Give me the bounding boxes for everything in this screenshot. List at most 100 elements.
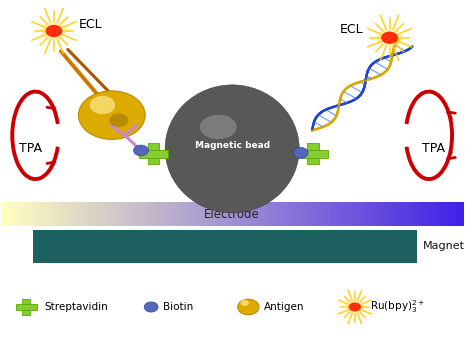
Circle shape bbox=[134, 145, 148, 156]
Bar bbox=[120, 202, 124, 226]
Bar bbox=[213, 202, 217, 226]
Text: Electrode: Electrode bbox=[204, 208, 260, 221]
Circle shape bbox=[79, 91, 145, 139]
Text: Antigen: Antigen bbox=[264, 302, 304, 312]
Bar bbox=[9, 202, 12, 226]
Bar bbox=[39, 202, 43, 226]
Bar bbox=[166, 202, 171, 226]
Bar bbox=[198, 202, 201, 226]
Bar bbox=[308, 143, 319, 164]
Bar bbox=[371, 202, 375, 226]
Bar bbox=[251, 202, 255, 226]
Bar bbox=[298, 202, 301, 226]
Bar bbox=[43, 202, 47, 226]
Bar bbox=[410, 202, 413, 226]
Bar bbox=[359, 202, 364, 226]
Bar bbox=[286, 202, 290, 226]
Bar bbox=[383, 202, 386, 226]
Text: ECL: ECL bbox=[339, 23, 363, 36]
Bar bbox=[352, 202, 356, 226]
Bar bbox=[63, 202, 66, 226]
Bar bbox=[259, 202, 263, 226]
Bar bbox=[144, 202, 147, 226]
Bar bbox=[294, 202, 298, 226]
Bar bbox=[271, 202, 274, 226]
Bar bbox=[97, 202, 101, 226]
Bar bbox=[90, 202, 93, 226]
Bar bbox=[33, 230, 417, 263]
Bar bbox=[444, 202, 448, 226]
Bar bbox=[36, 202, 39, 226]
Bar bbox=[240, 202, 244, 226]
Bar bbox=[148, 143, 159, 164]
Bar bbox=[16, 304, 36, 310]
Bar bbox=[139, 150, 168, 158]
Bar bbox=[205, 202, 209, 226]
Bar bbox=[236, 202, 240, 226]
Bar bbox=[364, 202, 367, 226]
Bar bbox=[139, 202, 144, 226]
Bar bbox=[367, 202, 371, 226]
Bar bbox=[348, 202, 352, 226]
Bar bbox=[27, 202, 32, 226]
Text: Streptavidin: Streptavidin bbox=[45, 302, 109, 312]
Bar bbox=[171, 202, 174, 226]
Bar bbox=[299, 150, 328, 158]
Bar bbox=[394, 202, 398, 226]
Ellipse shape bbox=[165, 85, 299, 213]
Text: Magnetic bead: Magnetic bead bbox=[195, 141, 270, 150]
Bar bbox=[16, 202, 20, 226]
Bar bbox=[244, 202, 247, 226]
Bar bbox=[232, 202, 236, 226]
Bar bbox=[182, 202, 186, 226]
Bar bbox=[105, 202, 109, 226]
Bar bbox=[337, 202, 340, 226]
Bar bbox=[278, 202, 283, 226]
Bar bbox=[155, 202, 159, 226]
Bar bbox=[163, 202, 166, 226]
Bar bbox=[209, 202, 213, 226]
Bar bbox=[55, 202, 59, 226]
Circle shape bbox=[377, 28, 402, 47]
Bar bbox=[310, 202, 313, 226]
Bar bbox=[93, 202, 97, 226]
Circle shape bbox=[293, 147, 308, 158]
Bar bbox=[317, 202, 321, 226]
Bar bbox=[413, 202, 417, 226]
Circle shape bbox=[144, 302, 158, 312]
Bar bbox=[217, 202, 220, 226]
Text: Biotin: Biotin bbox=[163, 302, 193, 312]
Bar bbox=[301, 202, 305, 226]
Bar bbox=[159, 202, 163, 226]
Bar bbox=[228, 202, 232, 226]
Text: TPA: TPA bbox=[19, 142, 42, 155]
Bar bbox=[136, 202, 139, 226]
Bar bbox=[290, 202, 294, 226]
Circle shape bbox=[90, 96, 115, 114]
Bar bbox=[332, 202, 337, 226]
Bar bbox=[321, 202, 325, 226]
Text: Magnet: Magnet bbox=[423, 241, 465, 251]
Bar bbox=[340, 202, 344, 226]
Bar bbox=[452, 202, 456, 226]
Bar bbox=[267, 202, 271, 226]
Bar bbox=[117, 202, 120, 226]
Bar bbox=[356, 202, 359, 226]
Circle shape bbox=[348, 303, 361, 312]
Circle shape bbox=[381, 31, 398, 44]
Bar bbox=[151, 202, 155, 226]
Circle shape bbox=[109, 114, 128, 127]
Bar bbox=[406, 202, 410, 226]
Bar bbox=[274, 202, 278, 226]
Text: Ru(bpy)$_3^{2+}$: Ru(bpy)$_3^{2+}$ bbox=[370, 298, 425, 315]
Circle shape bbox=[346, 300, 364, 314]
Bar bbox=[255, 202, 259, 226]
Bar bbox=[283, 202, 286, 226]
Bar bbox=[328, 202, 332, 226]
Bar bbox=[344, 202, 348, 226]
Bar bbox=[59, 202, 63, 226]
Bar bbox=[448, 202, 452, 226]
Bar bbox=[220, 202, 225, 226]
Circle shape bbox=[41, 22, 67, 40]
Bar bbox=[379, 202, 383, 226]
